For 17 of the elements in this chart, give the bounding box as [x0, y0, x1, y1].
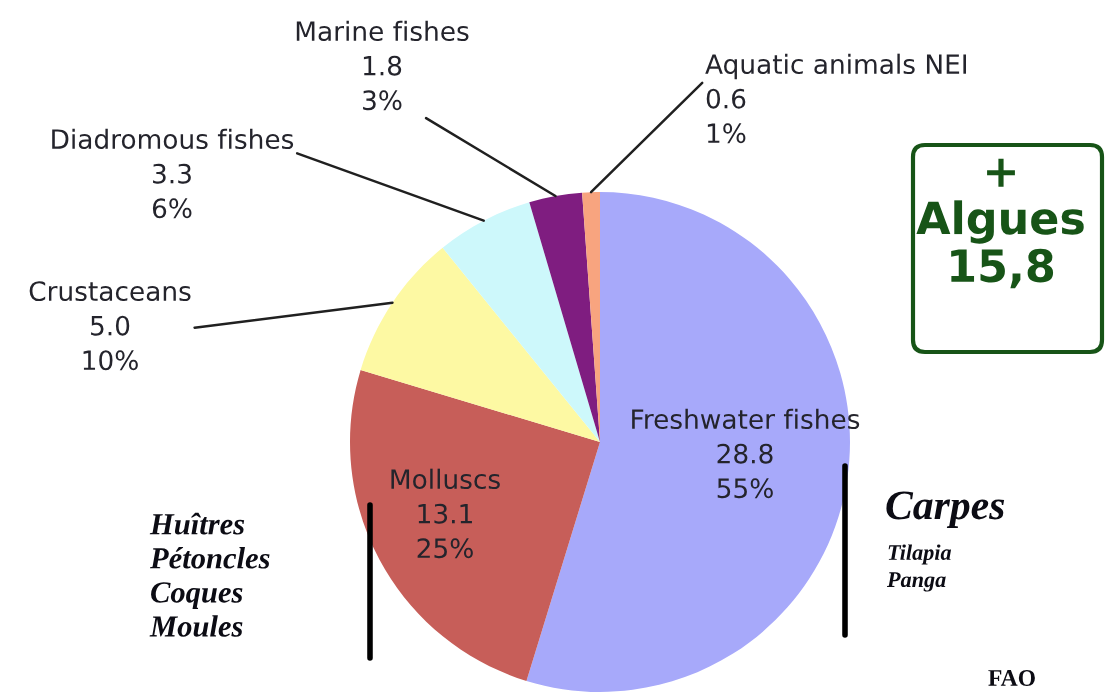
data-label: 0.6 1% [706, 88, 746, 144]
data-label: 3.3 6% [152, 163, 192, 219]
data-label: 28.8 55% [717, 443, 773, 499]
text: + Algues 15,8 [916, 158, 1084, 289]
text: Huîtres Pétoncles Coques Moules [149, 512, 270, 637]
slice-label: Marine fishes [296, 20, 469, 42]
slice-label: Crustaceans [29, 281, 191, 302]
slice-label: Aquatic animals NEI [705, 53, 966, 80]
data-label: 13.1 25% [417, 503, 473, 559]
text: FAO [988, 670, 1035, 686]
slice-label: Diadromous fishes [52, 128, 294, 150]
slice-label: Molluscs [391, 468, 500, 490]
text: Carpes [886, 491, 1005, 528]
data-label: 1.8 3% [363, 55, 402, 111]
slice-label: Freshwater fishes [632, 408, 860, 430]
data-label: 5.0 10% [83, 315, 138, 371]
text: Tilapia Panga [886, 544, 952, 592]
